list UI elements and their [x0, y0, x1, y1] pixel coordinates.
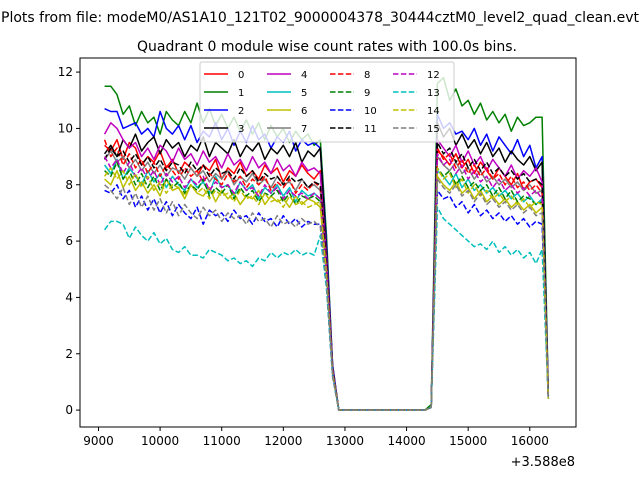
legend-label-14: 14 [427, 106, 440, 117]
legend-label-6: 6 [301, 106, 307, 117]
y-tick-label: 6 [65, 234, 73, 248]
y-tick-label: 10 [58, 121, 73, 135]
legend-label-8: 8 [364, 70, 370, 81]
legend-label-5: 5 [301, 88, 307, 99]
x-axis: 9000 10000 11000 12000 13000 14000 15000 16000 [83, 427, 549, 448]
x-tick-label: 11000 [203, 434, 241, 448]
legend-frame [199, 61, 455, 143]
series-layer [103, 76, 550, 411]
series-line-13 [103, 206, 550, 411]
x-tick-label: 14000 [387, 434, 425, 448]
legend-label-1: 1 [238, 88, 244, 99]
legend-label-4: 4 [301, 70, 307, 81]
chart-title: Quadrant 0 module wise count rates with … [137, 39, 517, 55]
series-line-15 [104, 178, 550, 411]
legend-label-2: 2 [238, 106, 244, 117]
legend-label-3: 3 [238, 124, 244, 135]
y-tick-label: 0 [65, 403, 73, 417]
y-tick-label: 8 [65, 178, 73, 192]
series-line-8 [103, 139, 550, 411]
series-line-11 [103, 141, 550, 411]
legend-label-12: 12 [427, 70, 440, 81]
legend-label-15: 15 [427, 124, 440, 135]
x-offset-label: +3.588e8 [511, 455, 575, 470]
axes-frame [79, 57, 577, 428]
x-tick-label: 16000 [511, 434, 549, 448]
legend-label-11: 11 [364, 124, 377, 135]
legend-label-0: 0 [238, 70, 244, 81]
legend-label-10: 10 [364, 106, 377, 117]
x-tick-label: 15000 [449, 434, 487, 448]
series-line-10 [104, 184, 550, 411]
x-tick-label: 10000 [141, 434, 179, 448]
legend-label-13: 13 [427, 88, 440, 99]
y-axis: 0 2 4 6 8 10 12 [58, 65, 80, 417]
legend-label-7: 7 [301, 124, 307, 135]
y-tick-label: 2 [65, 347, 73, 361]
figure-suptitle: Plots from file: modeM0/AS1A10_121T02_90… [1, 10, 639, 26]
y-tick-label: 4 [65, 290, 73, 304]
series-line-14 [103, 167, 550, 411]
y-tick-label: 12 [58, 65, 73, 79]
x-tick-label: 12000 [264, 434, 302, 448]
x-tick-label: 9000 [83, 434, 114, 448]
legend-label-9: 9 [364, 88, 370, 99]
x-tick-label: 13000 [326, 434, 364, 448]
